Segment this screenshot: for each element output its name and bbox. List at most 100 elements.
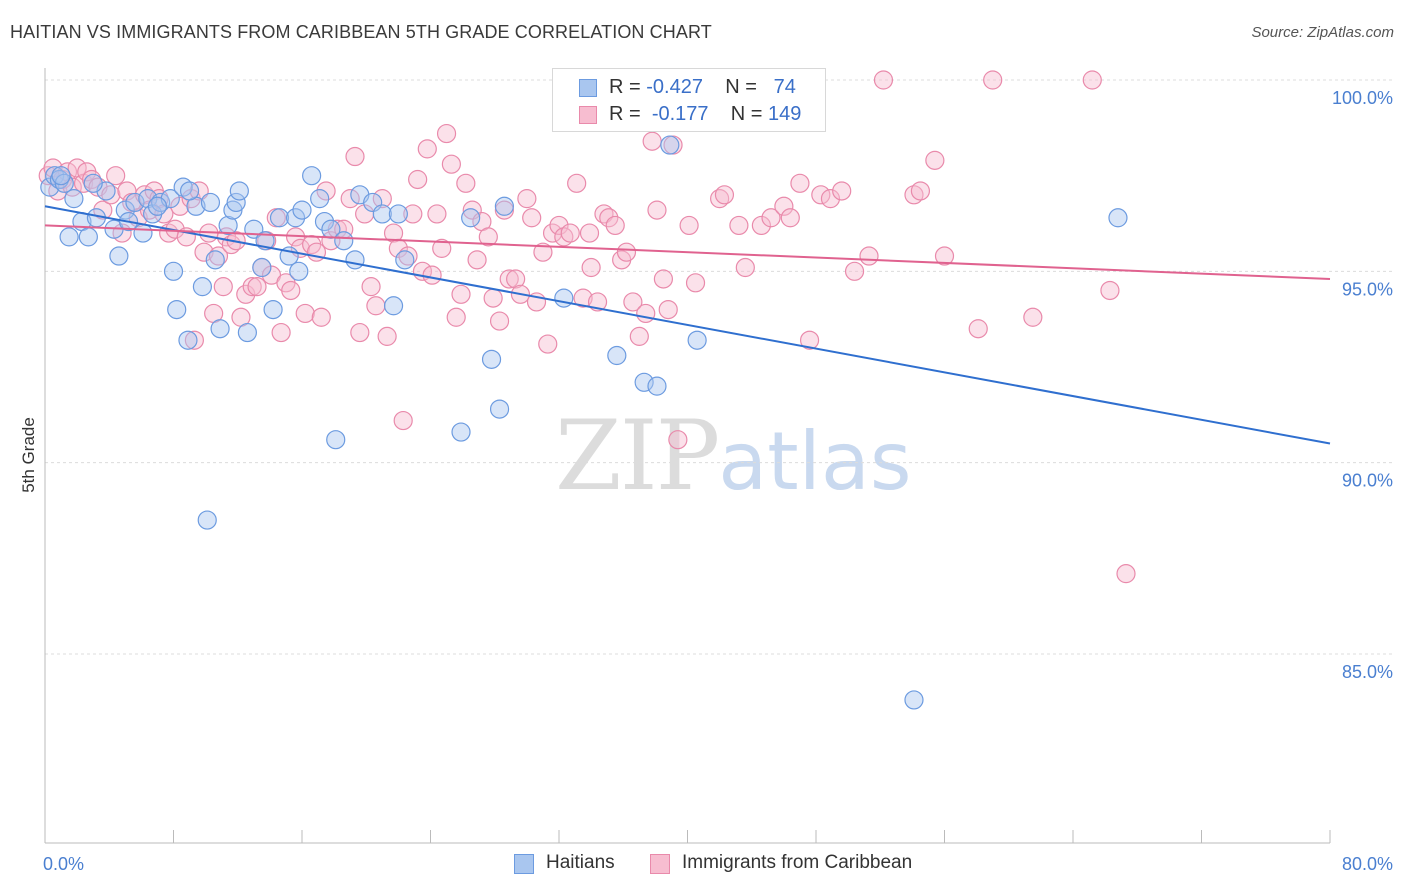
haitians-point: [383, 296, 404, 316]
haitians-point: [167, 300, 187, 320]
haitians-point: [229, 181, 249, 201]
series-immigrants-from-caribbean: [38, 70, 1136, 584]
haitians-point: [687, 330, 707, 350]
haitians-point: [59, 227, 79, 247]
caribbean-point: [811, 185, 831, 205]
haitians-point: [302, 166, 322, 186]
correlation-legend: R = -0.427 N = 74 R = -0.177 N = 149: [552, 68, 826, 132]
caribbean-point: [549, 215, 569, 236]
caribbean-point: [247, 277, 267, 297]
legend-n-value: 74: [773, 76, 796, 98]
haitians-point: [647, 376, 667, 396]
y-axis-title: 5th Grade: [19, 417, 38, 493]
caribbean-point: [393, 410, 413, 431]
caribbean-point: [170, 196, 190, 216]
tick-labels: 100.0% 95.0% 90.0% 85.0% 0.0% 80.0% 5th Grade: [19, 88, 1393, 874]
caribbean-point: [506, 269, 526, 289]
y-tick-label: 85.0%: [1342, 662, 1393, 682]
caribbean-point: [820, 189, 841, 209]
caribbean-point: [93, 200, 113, 220]
haitians-point: [192, 277, 213, 297]
haitians-point: [226, 192, 246, 213]
y-tick-label: 95.0%: [1342, 279, 1393, 299]
haitians-point: [147, 196, 168, 216]
caribbean-point: [236, 284, 256, 304]
caribbean-point: [1100, 280, 1120, 301]
caribbean-point: [478, 227, 498, 247]
haitians-point: [237, 322, 257, 343]
haitians-point: [109, 246, 129, 266]
x-tick-label: 0.0%: [43, 854, 84, 874]
haitians-point: [494, 196, 514, 216]
caribbean-point: [844, 261, 865, 281]
caribbean-point: [859, 246, 879, 266]
caribbean-point: [345, 146, 365, 167]
chart-title: HAITIAN VS IMMIGRANTS FROM CARIBBEAN 5TH…: [10, 22, 712, 42]
haitians-point: [210, 319, 230, 339]
caribbean-point: [623, 292, 643, 312]
legend-text-caribbean: R = -0.177 N = 149: [609, 103, 801, 126]
caribbean-point: [417, 139, 437, 159]
haitians-point: [489, 399, 510, 419]
legend-r-label: R =: [609, 76, 647, 98]
caribbean-point: [910, 181, 931, 201]
caribbean-point: [451, 284, 471, 304]
haitians-point: [179, 181, 200, 201]
caribbean-point: [735, 257, 755, 278]
caribbean-point: [427, 204, 447, 224]
caribbean-point: [489, 311, 510, 331]
caribbean-point: [587, 292, 608, 312]
haitians-point: [451, 422, 471, 442]
legend-swatch-caribbean: [650, 854, 670, 874]
legend-swatch-haitians: [514, 854, 534, 874]
caribbean-point: [1116, 564, 1136, 584]
trend-lines: [44, 205, 1331, 445]
caribbean-point: [311, 307, 331, 327]
watermark-zip: ZIP: [555, 400, 720, 512]
haitians-point: [372, 204, 392, 224]
haitians-point: [40, 177, 60, 197]
caribbean-point: [422, 265, 442, 285]
caribbean-point: [189, 181, 209, 201]
series-haitians: [40, 135, 1128, 710]
legend-r-value: -0.177: [651, 103, 709, 125]
haitians-point: [326, 430, 346, 450]
caribbean-point: [774, 196, 794, 216]
caribbean-point: [729, 215, 749, 236]
caribbean-point: [408, 169, 428, 190]
haitians-point: [660, 135, 680, 155]
caribbean-point: [184, 330, 204, 350]
caribbean-point: [538, 334, 558, 354]
haitians-point: [461, 208, 481, 228]
caribbean-point: [685, 273, 706, 293]
caribbean-point: [316, 181, 336, 201]
haitians-point: [78, 227, 98, 247]
caribbean-point: [106, 166, 126, 186]
haitians-point: [51, 166, 71, 186]
caribbean-point: [281, 280, 301, 301]
caribbean-point: [366, 296, 386, 316]
legend-r-label: R =: [609, 103, 647, 125]
caribbean-point: [799, 330, 820, 350]
caribbean-point: [194, 242, 214, 262]
caribbean-point: [361, 277, 381, 297]
haitians-point: [205, 250, 225, 270]
caribbean-point: [653, 269, 674, 289]
caribbean-point: [599, 208, 619, 228]
caribbean-trend-line: [44, 224, 1331, 280]
legend-swatch-caribbean: [579, 106, 597, 124]
caribbean-point: [761, 208, 781, 228]
haitians-point: [218, 215, 238, 236]
caribbean-point: [679, 215, 699, 236]
caribbean-point: [605, 215, 625, 236]
caribbean-point: [560, 223, 580, 243]
caribbean-point: [629, 326, 649, 346]
haitians-point: [197, 510, 217, 530]
caribbean-point: [636, 303, 656, 324]
caribbean-point: [567, 173, 587, 193]
haitians-point: [263, 300, 283, 320]
caribbean-point: [983, 70, 1003, 90]
haitians-point: [252, 257, 272, 278]
haitians-point: [634, 372, 654, 392]
caribbean-point: [533, 242, 553, 262]
